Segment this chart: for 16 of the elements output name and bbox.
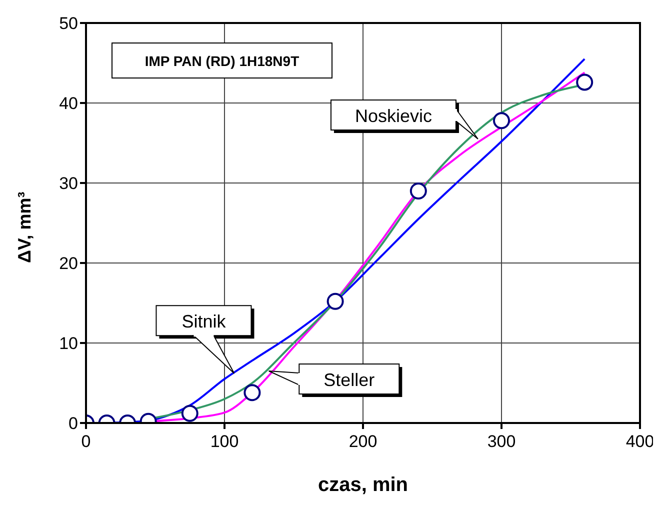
annotation: IMP PAN (RD) 1H18N9T [144,53,300,69]
x-tick-label: 0 [81,432,91,452]
text: Steller [324,370,375,390]
y-axis-title: ΔV, mm³ [14,192,34,263]
series-label: Noskievic [354,106,432,126]
y-tick-label: 50 [59,14,78,34]
y-tick-label: 30 [59,174,78,194]
text: Sitnik [182,312,227,332]
y-tick-label: 20 [59,254,78,274]
y-tick-label: 40 [59,94,78,114]
x-tick-label: 200 [348,432,378,452]
x-tick-label: 100 [210,432,239,452]
y-tick-label: 10 [59,334,78,354]
x-axis-title: czas, min [318,474,408,496]
y-tick-label: 0 [68,414,78,434]
x-tick-label: 300 [487,432,516,452]
